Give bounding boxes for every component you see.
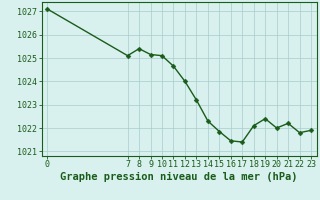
- X-axis label: Graphe pression niveau de la mer (hPa): Graphe pression niveau de la mer (hPa): [60, 172, 298, 182]
